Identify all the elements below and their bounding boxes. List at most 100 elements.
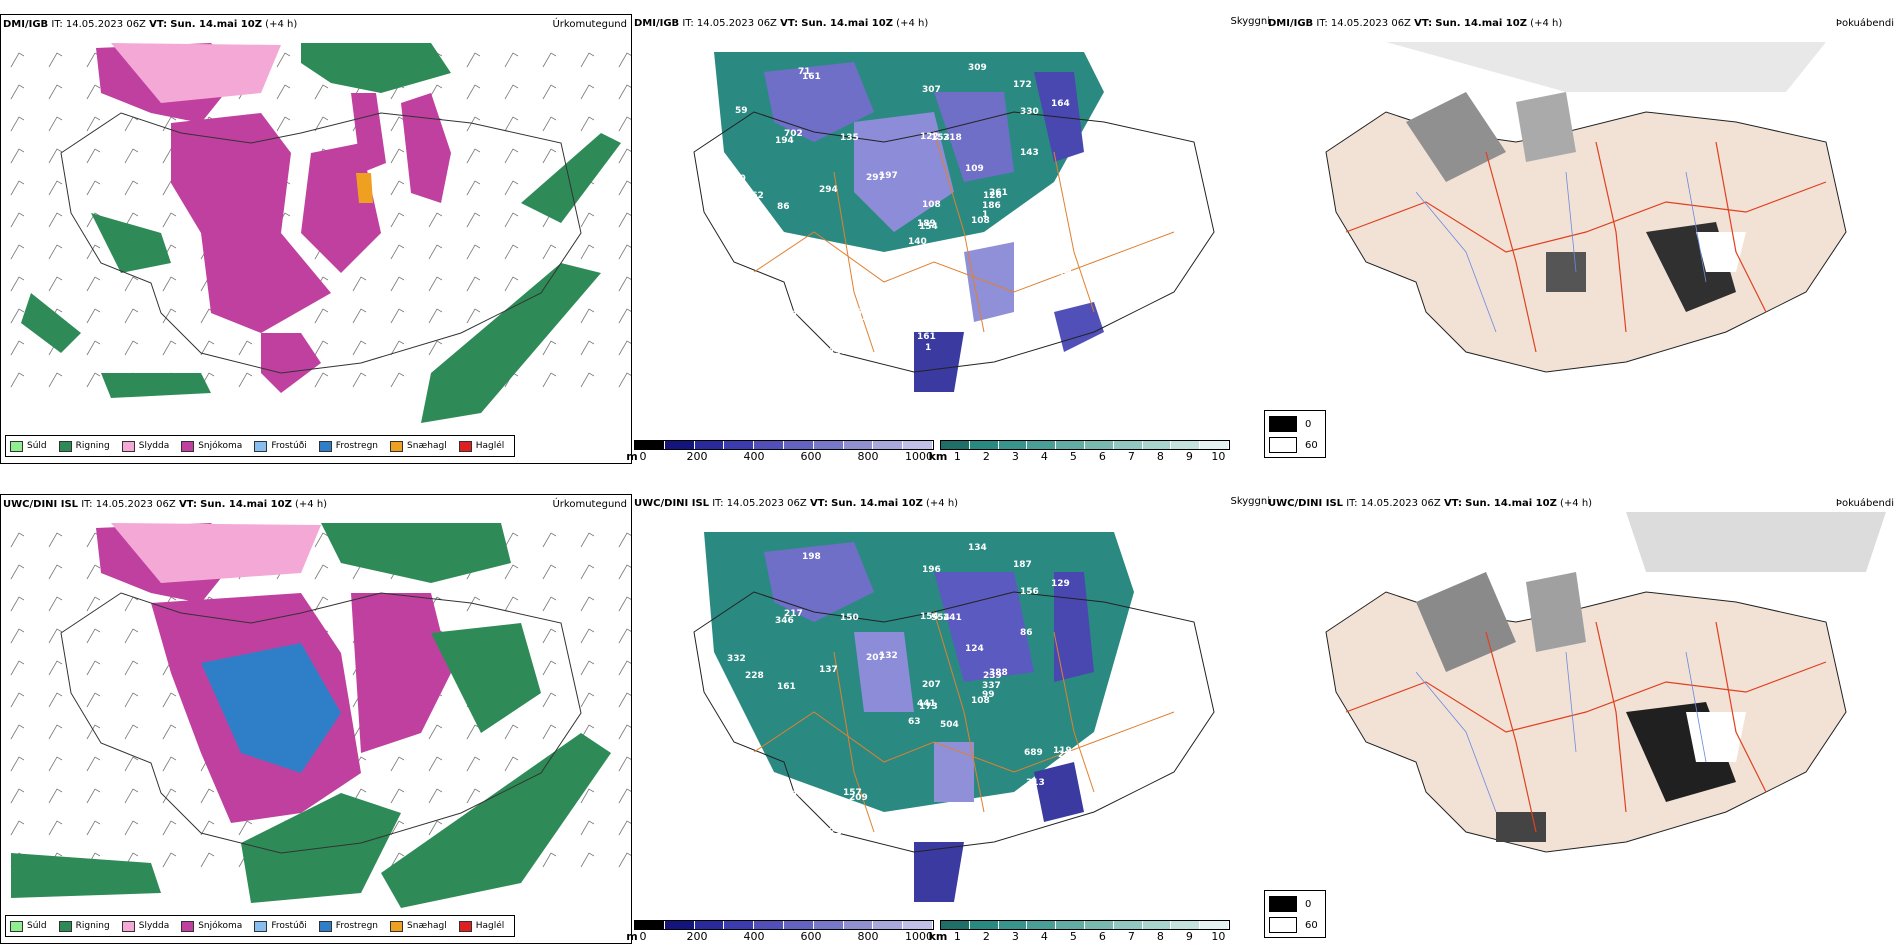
wind-barb (618, 628, 631, 644)
visibility-value-label: 332 (727, 654, 746, 664)
visibility-panel: DMI/IGB IT: 14.05.2023 06Z VT: Sun. 14.m… (626, 14, 1270, 464)
wind-barb (352, 276, 367, 292)
visibility-map: 382 194 154 208 126 233 172 218 330 108 161 62 86 154… (693, 52, 1215, 392)
visibility-value-label: 154 (1145, 117, 1164, 127)
visibility-value-label: 86 (1020, 628, 1033, 638)
wind-barb (618, 276, 631, 292)
legend-item-snjokoma: Snjókoma (181, 440, 242, 452)
legend-item-rigning: Rigning (58, 920, 110, 932)
wind-barb (428, 84, 443, 100)
visibility-value-label: 337 (982, 681, 1001, 691)
wind-barb (428, 212, 443, 228)
visibility-km-colorbar: km 1 2 3 4 5 6 7 8 9 10 (929, 920, 1230, 943)
wind-barb (504, 756, 519, 772)
visibility-value-label: 139 (841, 371, 860, 381)
wind-barb (618, 148, 631, 164)
wind-barb (466, 52, 481, 68)
model-name: UWC/DINI ISL (634, 498, 710, 509)
wind-barb (86, 756, 101, 772)
wind-barb (124, 180, 139, 196)
wind-barb (390, 180, 405, 196)
visibility-value-label: 554 (931, 613, 950, 623)
panel-header: DMI/IGB IT: 14.05.2023 06Z VT: Sun. 14.m… (634, 18, 929, 29)
visibility-value-label: 207 (866, 653, 885, 663)
visibility-value-label: 161 (777, 682, 796, 692)
wind-barb (618, 756, 631, 772)
wind-barb (200, 852, 215, 868)
legend-item-frostudi: Frostúði (254, 440, 307, 452)
visibility-value-label: 82 (1015, 342, 1028, 352)
wind-barb (504, 596, 519, 612)
wind-barb (48, 820, 63, 836)
wind-barb (124, 628, 139, 644)
wind-barb (10, 820, 25, 836)
visibility-value-label: 63 (908, 717, 921, 727)
visibility-map: 504 346 173 188 239 209 187 241 156 108 198 152 161 1… (693, 532, 1215, 902)
visibility-value-label: 297 (866, 173, 885, 183)
visibility-labels: 504 346 173 188 239 209 187 241 156 108 198 152 161 1… (727, 543, 1164, 872)
wind-barb (124, 756, 139, 772)
wind-barb (390, 148, 405, 164)
wind-barb (352, 372, 367, 388)
visibility-value-label: 12 (779, 797, 792, 807)
wind-barb (390, 276, 405, 292)
visibility-value-label: 109 (965, 164, 984, 174)
wind-barb (618, 692, 631, 708)
model-name: DMI/IGB (634, 18, 680, 29)
wind-barb (10, 628, 25, 644)
wind-barb (580, 692, 595, 708)
wind-barb (618, 116, 631, 132)
visibility-value-label: 124 (965, 644, 984, 654)
legend-item-slydda: Slydda (121, 920, 169, 932)
wind-barb (466, 212, 481, 228)
wind-barb (314, 532, 329, 548)
wind-barb (504, 116, 519, 132)
precip-type-map (10, 43, 631, 423)
wind-barb (162, 756, 177, 772)
visibility-value-label: 233 (849, 313, 868, 323)
visibility-value-label: 139 (829, 347, 848, 357)
wind-barb (542, 564, 557, 580)
visibility-value-label: 129 (1051, 579, 1070, 589)
wind-barb (10, 340, 25, 356)
wind-barb (390, 820, 405, 836)
wind-barb (618, 788, 631, 804)
wind-barb (428, 724, 443, 740)
wind-barb (314, 340, 329, 356)
wind-barb (86, 596, 101, 612)
wind-barb (314, 308, 329, 324)
wind-barb (390, 212, 405, 228)
wind-barb (200, 820, 215, 836)
visibility-value-label: 156 (1020, 587, 1039, 597)
wind-barb (618, 532, 631, 548)
visibility-value-label: 330 (1020, 107, 1039, 117)
visibility-value-label: 390 (1058, 270, 1077, 280)
panel-title: Þokuábendi (1835, 498, 1894, 509)
visibility-value-label: 198 (802, 552, 821, 562)
wind-barb (48, 564, 63, 580)
wind-barb (200, 340, 215, 356)
visibility-value-label: 228 (745, 671, 764, 681)
wind-barb (86, 308, 101, 324)
visibility-m-colorbar: m 0 200 400 600 800 1000 (626, 920, 934, 943)
fog-panel: UWC/DINI ISL IT: 14.05.2023 06Z VT: Sun.… (1264, 494, 1898, 944)
panel-title: Skyggni (1230, 16, 1270, 27)
wind-barb (86, 84, 101, 100)
precip-type-panel: DMI/IGB IT: 14.05.2023 06Z VT: Sun. 14.m… (0, 14, 632, 464)
wind-barb (542, 244, 557, 260)
visibility-value-label: 99 (982, 690, 995, 700)
model-name: DMI/IGB (1268, 18, 1314, 29)
visibility-value-label: 137 (819, 665, 838, 675)
visibility-value-label: 189 (917, 219, 936, 229)
wind-barb (580, 116, 595, 132)
wind-barb (48, 596, 63, 612)
wind-barb (10, 116, 25, 132)
wind-barb (542, 596, 557, 612)
visibility-value-label: 294 (819, 185, 838, 195)
wind-barb (314, 116, 329, 132)
visibility-value-label: 134 (968, 543, 987, 553)
wind-barb (504, 244, 519, 260)
visibility-value-label: 1 (925, 343, 931, 353)
wind-barb (618, 852, 631, 868)
visibility-value-label: 174 (792, 310, 811, 320)
